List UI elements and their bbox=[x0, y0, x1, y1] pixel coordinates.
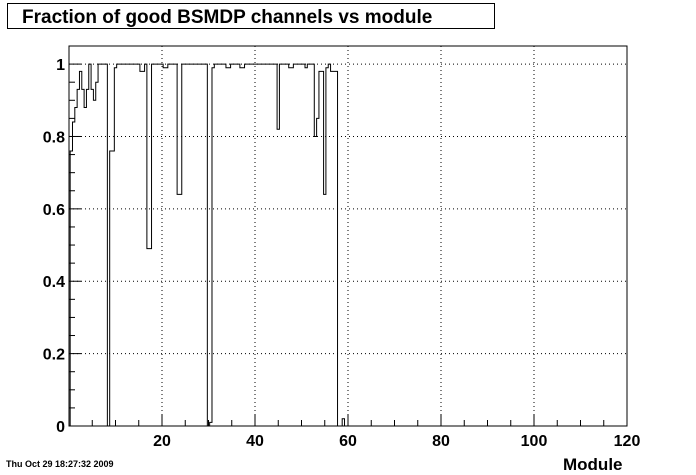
x-tick-label: 20 bbox=[153, 433, 171, 450]
y-tick-label: 0.2 bbox=[43, 347, 65, 364]
y-tick-label: 0 bbox=[56, 419, 65, 436]
y-tick-label: 0.4 bbox=[43, 274, 65, 291]
x-axis-label: Module bbox=[563, 455, 623, 474]
y-tick-label: 0.8 bbox=[43, 129, 65, 146]
x-tick-label: 120 bbox=[614, 433, 641, 450]
histogram-line bbox=[69, 63, 347, 427]
chart-title-box: Fraction of good BSMDP channels vs modul… bbox=[7, 3, 495, 29]
y-tick-label: 0.6 bbox=[43, 202, 65, 219]
x-tick-label: 40 bbox=[246, 433, 264, 450]
x-tick-label: 80 bbox=[432, 433, 450, 450]
chart-title: Fraction of good BSMDP channels vs modul… bbox=[22, 7, 433, 28]
x-tick-label: 100 bbox=[521, 433, 548, 450]
y-tick-label: 1 bbox=[56, 57, 65, 74]
x-tick-label: 60 bbox=[339, 433, 357, 450]
timestamp-label: Thu Oct 29 18:27:32 2009 bbox=[6, 459, 114, 469]
